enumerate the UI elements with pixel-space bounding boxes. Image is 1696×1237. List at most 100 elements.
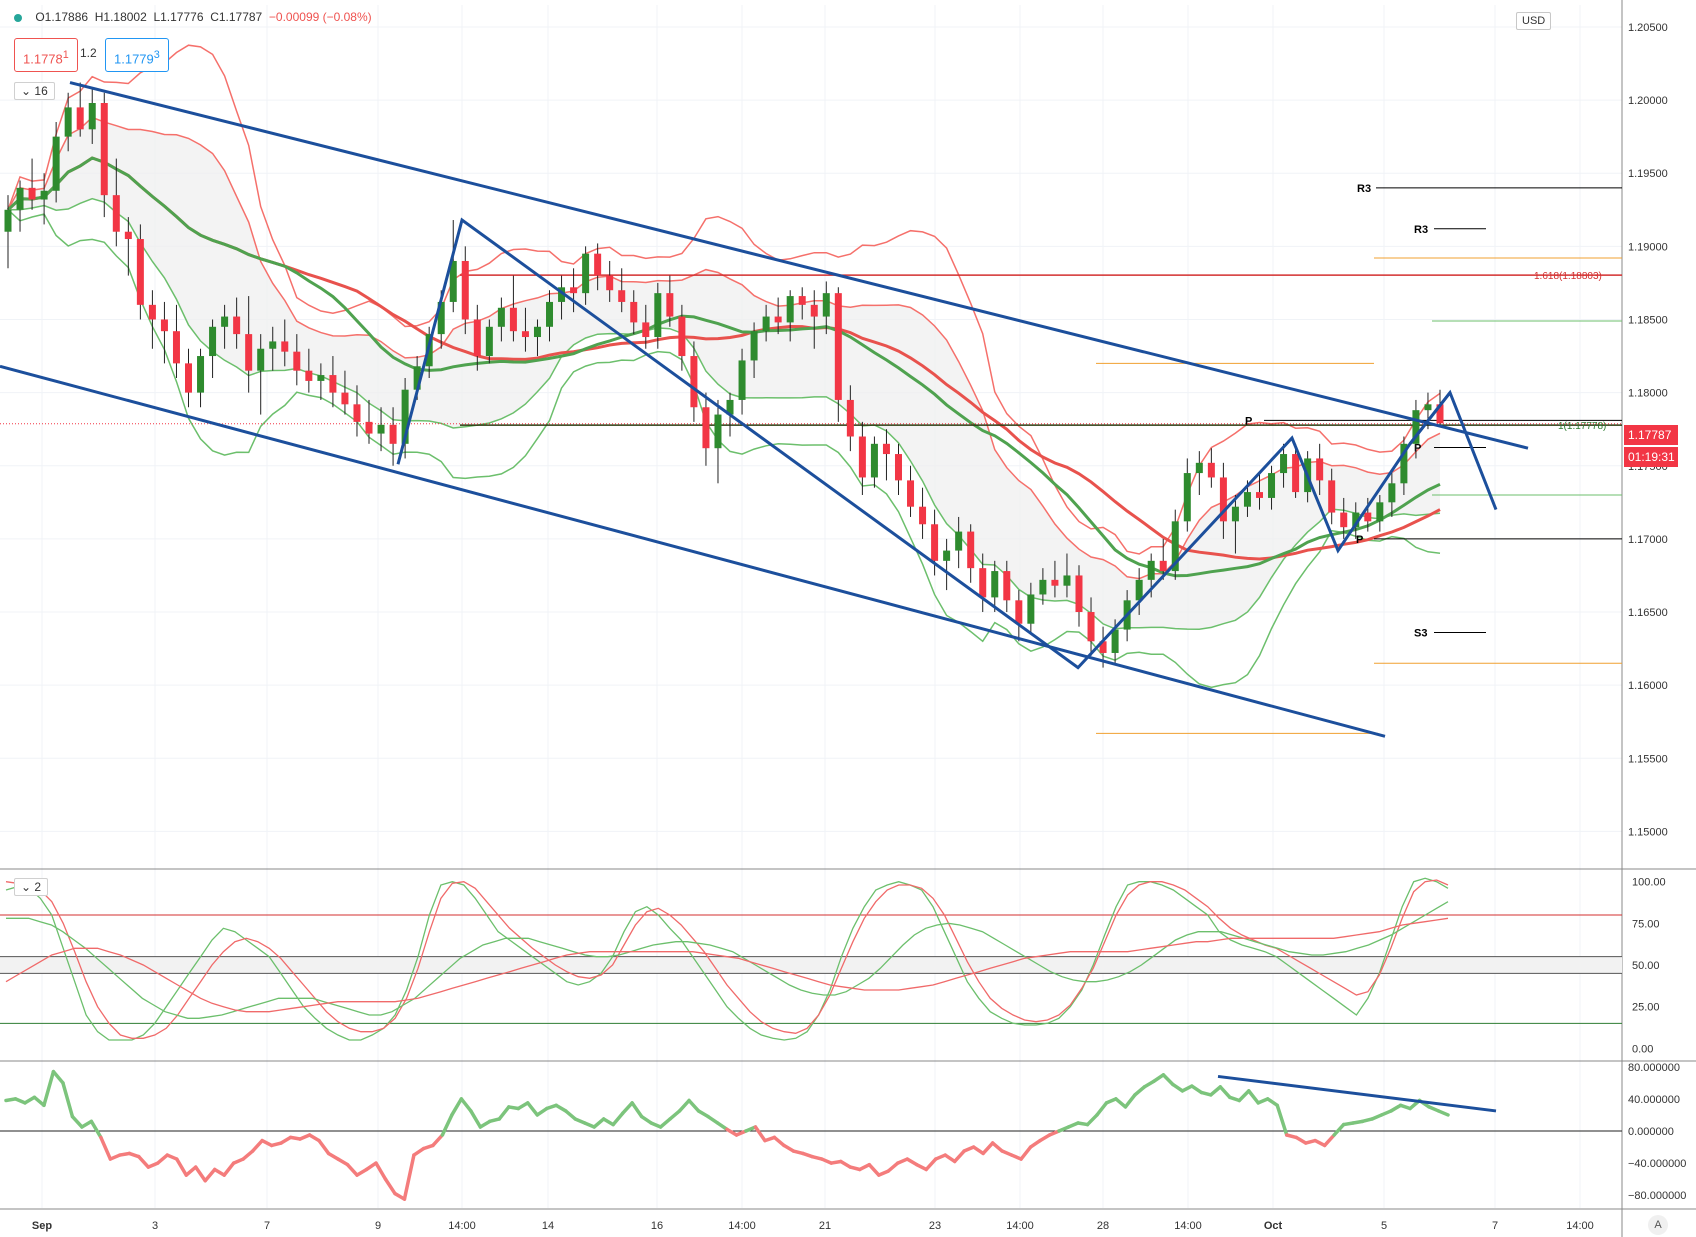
bear-candle: [341, 392, 349, 405]
bull-candle: [40, 190, 48, 200]
bear-candle: [642, 322, 650, 338]
time-tick-label: Sep: [32, 1220, 52, 1232]
momentum-divergence-line: [1217, 1074, 1497, 1113]
momentum-segment: [175, 1157, 188, 1177]
price-tick-label: 1.18000: [1628, 388, 1668, 400]
stoch-series-line: [5, 877, 1449, 1041]
momentum-segment: [658, 1117, 672, 1129]
momentum-segment: [184, 1165, 198, 1177]
momentum-segment: [620, 1101, 634, 1116]
momentum-segment: [61, 1081, 75, 1119]
bear-candle: [124, 231, 132, 240]
bull-candle: [558, 287, 566, 302]
bull-candle: [1183, 473, 1191, 522]
sell-price: 1.1778: [23, 51, 63, 67]
momentum-tick-label: −40.000000: [1628, 1158, 1686, 1170]
bear-candle: [160, 319, 168, 332]
momentum-segment: [554, 1103, 568, 1113]
bear-candle: [919, 506, 927, 525]
momentum-segment: [867, 1162, 881, 1177]
bear-candle: [594, 253, 602, 276]
medium-moving-average: [6, 156, 1441, 578]
auto-scale-button[interactable]: A: [1648, 1215, 1668, 1235]
momentum-segment: [839, 1159, 853, 1169]
momentum-segment: [1237, 1089, 1251, 1103]
bull-candle: [1111, 629, 1119, 653]
upper-band-outer: [7, 44, 1441, 555]
time-tick-label: Oct: [1264, 1220, 1283, 1232]
price-tick-label: 1.19500: [1628, 168, 1668, 180]
bull-candle: [52, 136, 60, 191]
bear-candle: [666, 293, 674, 317]
bear-candle: [1292, 454, 1300, 493]
momentum-segment: [203, 1167, 217, 1183]
bear-candle: [245, 334, 253, 371]
buy-price-sup: 3: [153, 49, 160, 61]
momentum-segment: [260, 1138, 274, 1148]
stoch-pane-collapse[interactable]: ⌄ 2: [14, 878, 49, 896]
momentum-segment: [905, 1157, 919, 1167]
bear-candle: [389, 424, 397, 444]
buy-button[interactable]: 1.17793: [105, 38, 169, 72]
ohlc-legend: O1.17886 H1.18002 L1.17776 C1.17787 −0.0…: [14, 10, 372, 24]
momentum-segment: [1123, 1093, 1137, 1109]
time-tick-label: 9: [375, 1220, 381, 1232]
bull-candle: [1280, 454, 1288, 474]
bull-candle: [413, 366, 421, 390]
bear-candle: [1219, 477, 1227, 522]
time-tick-label: 14:00: [728, 1220, 756, 1232]
bear-candle: [112, 195, 120, 232]
ohlc-open: O1.17886: [35, 10, 89, 24]
bear-candle: [606, 275, 614, 291]
time-tick-label: 7: [264, 1220, 270, 1232]
time-tick-label: 14:00: [1174, 1220, 1202, 1232]
last-price-tag: 1.17787: [1624, 425, 1678, 445]
momentum-segment: [611, 1111, 625, 1127]
bear-candle: [1436, 404, 1444, 424]
momentum-segment: [715, 1121, 729, 1132]
bull-candle: [88, 103, 96, 130]
momentum-segment: [156, 1153, 170, 1165]
momentum-segment: [1322, 1133, 1336, 1148]
bear-candle: [473, 319, 481, 357]
momentum-segment: [981, 1141, 995, 1156]
momentum-segment: [1152, 1073, 1166, 1084]
bull-candle: [955, 531, 963, 551]
bear-candle: [1075, 575, 1083, 613]
bull-candle: [1195, 462, 1203, 474]
bull-candle: [546, 301, 554, 327]
price-tick-label: 1.20500: [1628, 22, 1668, 34]
bear-candle: [774, 316, 782, 323]
bear-candle: [570, 287, 578, 294]
time-tick-label: 21: [819, 1220, 831, 1232]
r3-label: R3: [1357, 183, 1371, 195]
bull-candle: [870, 443, 878, 478]
bear-candle: [1316, 458, 1324, 481]
momentum-segment: [630, 1101, 644, 1119]
momentum-segment: [193, 1165, 207, 1183]
bear-candle: [678, 316, 686, 357]
price-tick-label: 1.19000: [1628, 241, 1668, 253]
price-tick-label: 1.15000: [1628, 826, 1668, 838]
momentum-segment: [706, 1114, 720, 1125]
bear-candle: [76, 107, 84, 130]
momentum-segment: [1038, 1133, 1052, 1143]
bear-candle: [1015, 600, 1023, 624]
momentum-segment: [1218, 1085, 1232, 1100]
bull-candle: [257, 348, 265, 371]
sell-button[interactable]: 1.17781: [14, 38, 78, 72]
momentum-segment: [42, 1069, 56, 1108]
momentum-segment: [222, 1161, 236, 1177]
bull-candle: [1243, 492, 1251, 507]
bear-candle: [1207, 462, 1215, 478]
currency-button[interactable]: USD: [1516, 12, 1552, 30]
ohlc-close: C1.17787: [210, 10, 263, 24]
momentum-segment: [1389, 1103, 1403, 1113]
time-tick-label: 14:00: [1566, 1220, 1594, 1232]
bear-candle: [907, 480, 915, 507]
momentum-segment: [1019, 1145, 1033, 1161]
main-pane-collapse[interactable]: ⌄ 16: [14, 82, 55, 100]
market-status-icon: [14, 13, 22, 22]
momentum-segment: [23, 1095, 37, 1105]
